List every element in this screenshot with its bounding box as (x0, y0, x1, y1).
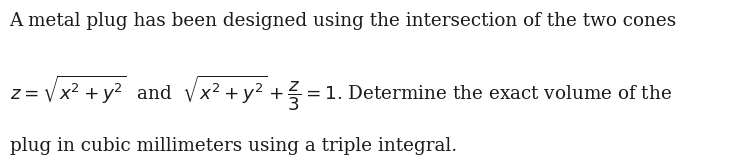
Text: $z = \sqrt{x^2 + y^2}$  and  $\sqrt{x^2 + y^2} + \dfrac{z}{3} = 1$. Determine th: $z = \sqrt{x^2 + y^2}$ and $\sqrt{x^2 + … (10, 74, 671, 113)
Text: plug in cubic millimeters using a triple integral.: plug in cubic millimeters using a triple… (10, 137, 457, 155)
Text: A metal plug has been designed using the intersection of the two cones: A metal plug has been designed using the… (10, 12, 677, 30)
